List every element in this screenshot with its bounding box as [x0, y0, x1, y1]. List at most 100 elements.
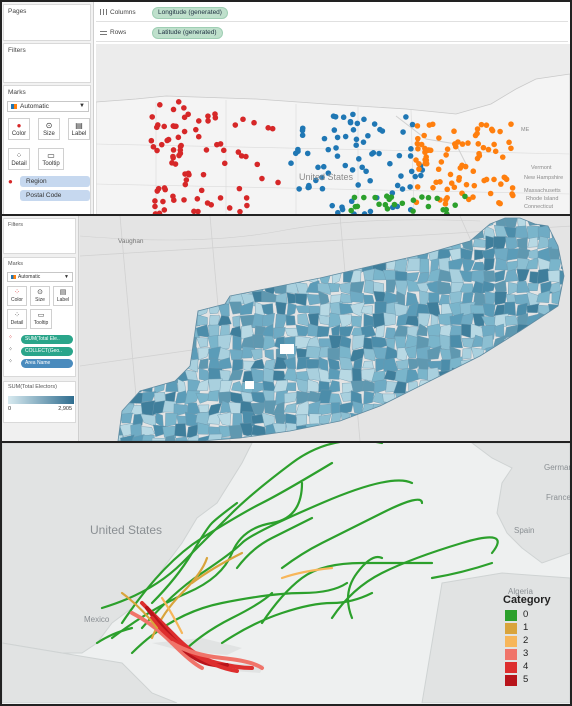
postal-code-point[interactable] [491, 141, 497, 148]
mark-field-area-name[interactable]: Area Name [21, 359, 73, 368]
electoral-area[interactable] [495, 378, 509, 393]
electoral-area[interactable] [108, 216, 122, 229]
postal-code-point[interactable] [491, 176, 497, 183]
electoral-area[interactable] [461, 347, 472, 360]
electoral-area[interactable] [274, 216, 285, 228]
electoral-area[interactable] [230, 280, 242, 294]
electoral-area[interactable] [462, 291, 474, 305]
electoral-area[interactable] [363, 279, 374, 294]
mark-type-dropdown[interactable]: Automatic ▼ [7, 101, 89, 112]
postal-code-point[interactable] [251, 119, 257, 126]
electoral-area[interactable] [294, 293, 308, 306]
electoral-area[interactable] [418, 392, 432, 405]
electoral-area[interactable] [109, 378, 124, 395]
electoral-area[interactable] [427, 224, 442, 241]
postal-code-point[interactable] [487, 190, 494, 197]
postal-code-point[interactable] [452, 141, 458, 147]
electoral-area[interactable] [384, 423, 397, 439]
electoral-area[interactable] [341, 425, 353, 438]
electoral-area[interactable] [450, 425, 464, 437]
electoral-area[interactable] [395, 359, 409, 370]
electoral-area[interactable] [415, 413, 430, 428]
postal-code-point[interactable] [333, 145, 339, 151]
electoral-area[interactable] [295, 414, 307, 428]
electoral-area[interactable] [558, 422, 571, 438]
postal-code-point[interactable] [444, 146, 451, 152]
electoral-area[interactable] [195, 392, 212, 404]
postal-code-point[interactable] [238, 153, 245, 159]
electoral-area[interactable] [118, 323, 132, 337]
electoral-area[interactable] [472, 400, 486, 414]
postal-code-point[interactable] [382, 201, 389, 208]
electoral-area[interactable] [363, 348, 377, 362]
postal-code-point[interactable] [508, 145, 514, 152]
postal-code-point[interactable] [339, 204, 345, 210]
hurricane-track[interactable] [190, 551, 244, 585]
electoral-area[interactable] [263, 248, 277, 259]
electoral-area[interactable] [327, 248, 343, 260]
postal-code-point[interactable] [436, 135, 442, 141]
postal-code-point[interactable] [412, 173, 419, 180]
postal-code-point[interactable] [352, 203, 359, 210]
electoral-area[interactable] [174, 280, 189, 296]
electoral-area[interactable] [516, 280, 530, 294]
electoral-area[interactable] [363, 268, 377, 282]
electoral-area[interactable] [527, 283, 539, 292]
electoral-area[interactable] [539, 436, 551, 441]
electoral-area[interactable] [231, 359, 244, 373]
postal-code-point[interactable] [208, 201, 215, 208]
electoral-area[interactable] [173, 257, 189, 271]
electoral-area[interactable] [338, 236, 355, 252]
electoral-area[interactable] [363, 391, 375, 405]
postal-code-point[interactable] [363, 168, 369, 175]
electoral-area[interactable] [175, 293, 189, 306]
electoral-area[interactable] [163, 270, 177, 285]
electoral-area[interactable] [448, 225, 463, 238]
electoral-area[interactable] [372, 425, 388, 438]
electoral-area[interactable] [393, 400, 410, 413]
electoral-area[interactable] [418, 312, 431, 328]
postal-code-point[interactable] [183, 177, 190, 183]
electoral-area[interactable] [208, 346, 221, 360]
electoral-area[interactable] [526, 411, 542, 427]
postal-code-point[interactable] [221, 160, 228, 167]
postal-code-point[interactable] [376, 150, 382, 157]
postal-code-point[interactable] [434, 195, 441, 202]
postal-code-point[interactable] [155, 122, 161, 128]
electoral-area[interactable] [548, 414, 563, 428]
postal-code-point[interactable] [334, 134, 341, 141]
electoral-area[interactable] [140, 217, 157, 229]
electoral-area[interactable] [110, 260, 123, 273]
electoral-area[interactable] [173, 248, 188, 263]
electoral-area[interactable] [283, 247, 299, 261]
electoral-area[interactable] [186, 303, 199, 314]
postal-code-point[interactable] [200, 171, 207, 178]
electoral-area[interactable] [306, 293, 322, 306]
electoral-area[interactable] [396, 313, 408, 326]
electoral-area[interactable] [295, 433, 309, 441]
electoral-area[interactable] [220, 237, 234, 252]
electoral-area[interactable] [415, 400, 429, 415]
electoral-area[interactable] [373, 435, 388, 441]
postal-code-point[interactable] [408, 168, 415, 175]
electoral-area[interactable] [111, 324, 124, 340]
electoral-area[interactable] [405, 390, 420, 405]
electoral-area[interactable] [151, 292, 164, 303]
postal-code-point[interactable] [353, 142, 359, 148]
electoral-area[interactable] [561, 237, 572, 251]
postal-code-point[interactable] [478, 121, 485, 128]
electoral-area[interactable] [196, 324, 210, 338]
postal-code-point[interactable] [325, 146, 332, 153]
electoral-area[interactable] [459, 379, 476, 392]
electoral-area[interactable] [110, 250, 123, 262]
postal-code-point[interactable] [360, 139, 367, 145]
label-button-2[interactable]: ▤ Label [53, 286, 73, 306]
electoral-area[interactable] [261, 323, 274, 339]
electoral-area[interactable] [419, 258, 430, 273]
electoral-area[interactable] [373, 379, 388, 394]
electoral-area[interactable] [166, 336, 179, 351]
postal-code-point[interactable] [243, 153, 249, 160]
postal-code-point[interactable] [370, 150, 377, 156]
hurricane-track[interactable] [180, 591, 274, 655]
postal-code-point[interactable] [243, 195, 250, 201]
